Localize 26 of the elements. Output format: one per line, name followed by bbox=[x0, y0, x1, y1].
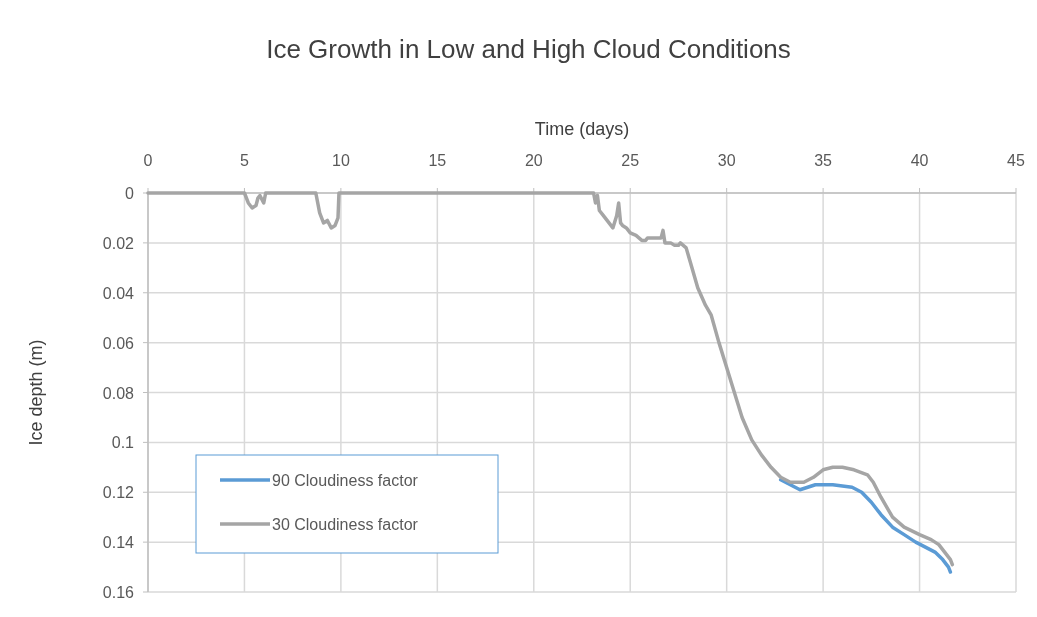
y-tick-label: 0.08 bbox=[102, 384, 135, 402]
x-tick-label: 40 bbox=[910, 152, 929, 169]
x-tick-label: 20 bbox=[524, 152, 543, 169]
chart-title: Ice Growth in Low and High Cloud Conditions bbox=[266, 34, 791, 64]
y-tick-label: 0.04 bbox=[102, 284, 135, 302]
x-tick-label: 45 bbox=[1007, 152, 1025, 169]
y-tick-label: 0.1 bbox=[111, 434, 135, 452]
x-tick-label: 5 bbox=[239, 152, 249, 169]
x-tick-label: 0 bbox=[143, 152, 153, 169]
legend-label: 30 Cloudiness factor bbox=[272, 516, 419, 533]
y-tick-label: 0.06 bbox=[102, 334, 135, 352]
x-tick-label: 25 bbox=[621, 152, 640, 169]
y-tick-label: 0.02 bbox=[102, 234, 135, 252]
y-tick-label: 0.16 bbox=[102, 584, 135, 601]
y-tick-label: 0.14 bbox=[102, 534, 135, 552]
y-tick-label: 0.12 bbox=[102, 484, 135, 502]
x-tick-label: 10 bbox=[331, 152, 350, 169]
legend-label: 90 Cloudiness factor bbox=[272, 472, 419, 489]
x-tick-label: 35 bbox=[814, 152, 833, 169]
line-series bbox=[146, 191, 955, 567]
x-tick-label: 30 bbox=[717, 152, 736, 169]
x-axis-title: Time (days) bbox=[534, 119, 630, 139]
line-series bbox=[778, 478, 953, 574]
x-tick-label: 15 bbox=[428, 152, 447, 169]
y-axis-title: Ice depth (m) bbox=[26, 339, 46, 446]
y-tick-label: 0 bbox=[125, 185, 135, 202]
